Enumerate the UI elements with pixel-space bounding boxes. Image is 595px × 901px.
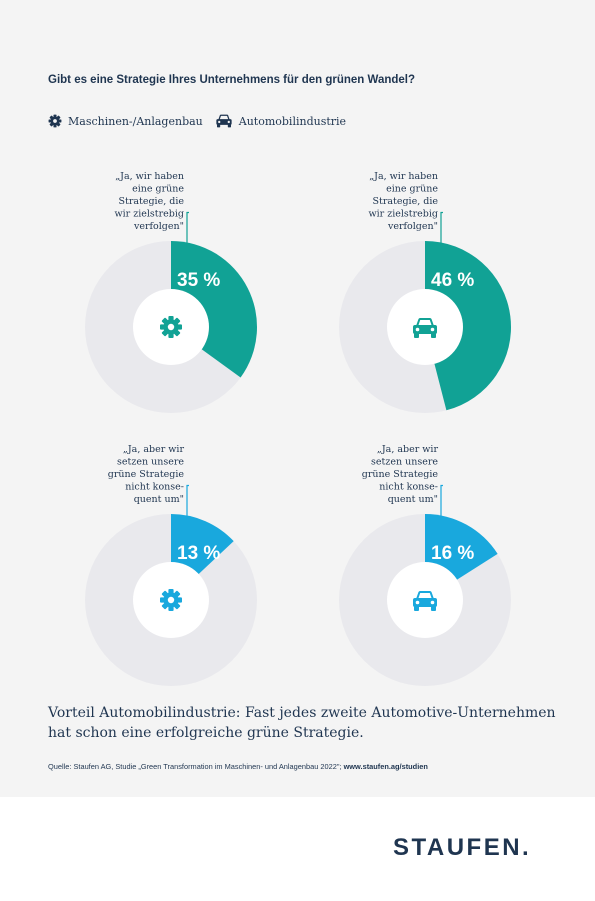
donut-annotation-line: Strategie, die — [119, 196, 185, 207]
donut-annotation-line: nicht konse- — [125, 482, 184, 493]
donut-annotation-line: grüne Strategie — [108, 469, 185, 480]
donut-segment-value — [425, 241, 512, 411]
gear-icon — [160, 589, 182, 611]
donut-annotation-line: eine grüne — [132, 184, 184, 195]
donut-value-label: 35 % — [177, 270, 220, 291]
donut-annotation-line: „Ja, wir haben — [115, 171, 184, 182]
donut-connector — [186, 484, 189, 520]
donut-segment-value — [171, 241, 257, 378]
donut-annotation-line: „Ja, aber wir — [377, 444, 439, 455]
legend-item-machinery: Maschinen-/Anlagenbau — [48, 114, 203, 128]
source-link[interactable]: www.staufen.ag/studien — [343, 762, 428, 771]
donut-annotation-line: „Ja, wir haben — [369, 171, 438, 182]
donut-annotation-line: „Ja, aber wir — [123, 444, 185, 455]
car-icon — [413, 591, 437, 611]
legend-item-automotive: Automobilindustrie — [215, 114, 346, 128]
donut-annotation-line: wir zielstrebig — [115, 209, 185, 220]
legend-label-automotive: Automobilindustrie — [238, 114, 347, 128]
conclusion-text: Vorteil Automobilindustrie: Fast jedes z… — [48, 705, 556, 741]
donut-annotation-line: nicht konse- — [379, 482, 438, 493]
donut-annotation-line: quent um" — [134, 494, 184, 505]
donut-connector — [186, 211, 189, 247]
donut-annotation-line: setzen unsere — [371, 457, 438, 468]
donut-connector — [440, 211, 443, 247]
gear-icon — [48, 114, 62, 128]
donut-annotation-line: wir zielstrebig — [369, 209, 439, 220]
infographic-panel — [0, 0, 595, 797]
car-icon — [413, 318, 437, 338]
donut-value-label: 13 % — [177, 543, 220, 564]
legend: Maschinen-/Anlagenbau Automobilindustrie — [48, 114, 358, 128]
donut-annotation-line: grüne Strategie — [362, 469, 439, 480]
legend-label-machinery: Maschinen-/Anlagenbau — [68, 114, 203, 128]
source-note: Quelle: Staufen AG, Studie „Green Transf… — [48, 762, 428, 771]
donut-value-label: 46 % — [431, 270, 474, 291]
donut-annotation-line: quent um" — [388, 494, 438, 505]
staufen-logo: STAUFEN. — [393, 834, 532, 861]
donut-annotation-line: eine grüne — [386, 184, 438, 195]
source-text: Quelle: Staufen AG, Studie „Green Transf… — [48, 762, 342, 771]
chart-question: Gibt es eine Strategie Ihres Unternehmen… — [48, 74, 416, 86]
donut-annotation-line: setzen unsere — [117, 457, 184, 468]
donut-annotation-line: verfolgen" — [387, 221, 438, 232]
donut-value-label: 16 % — [431, 543, 474, 564]
donut-annotation-line: verfolgen" — [133, 221, 184, 232]
car-icon — [216, 114, 232, 128]
gear-icon — [160, 316, 182, 338]
donut-connector — [440, 484, 443, 520]
donut-annotation-line: Strategie, die — [373, 196, 439, 207]
